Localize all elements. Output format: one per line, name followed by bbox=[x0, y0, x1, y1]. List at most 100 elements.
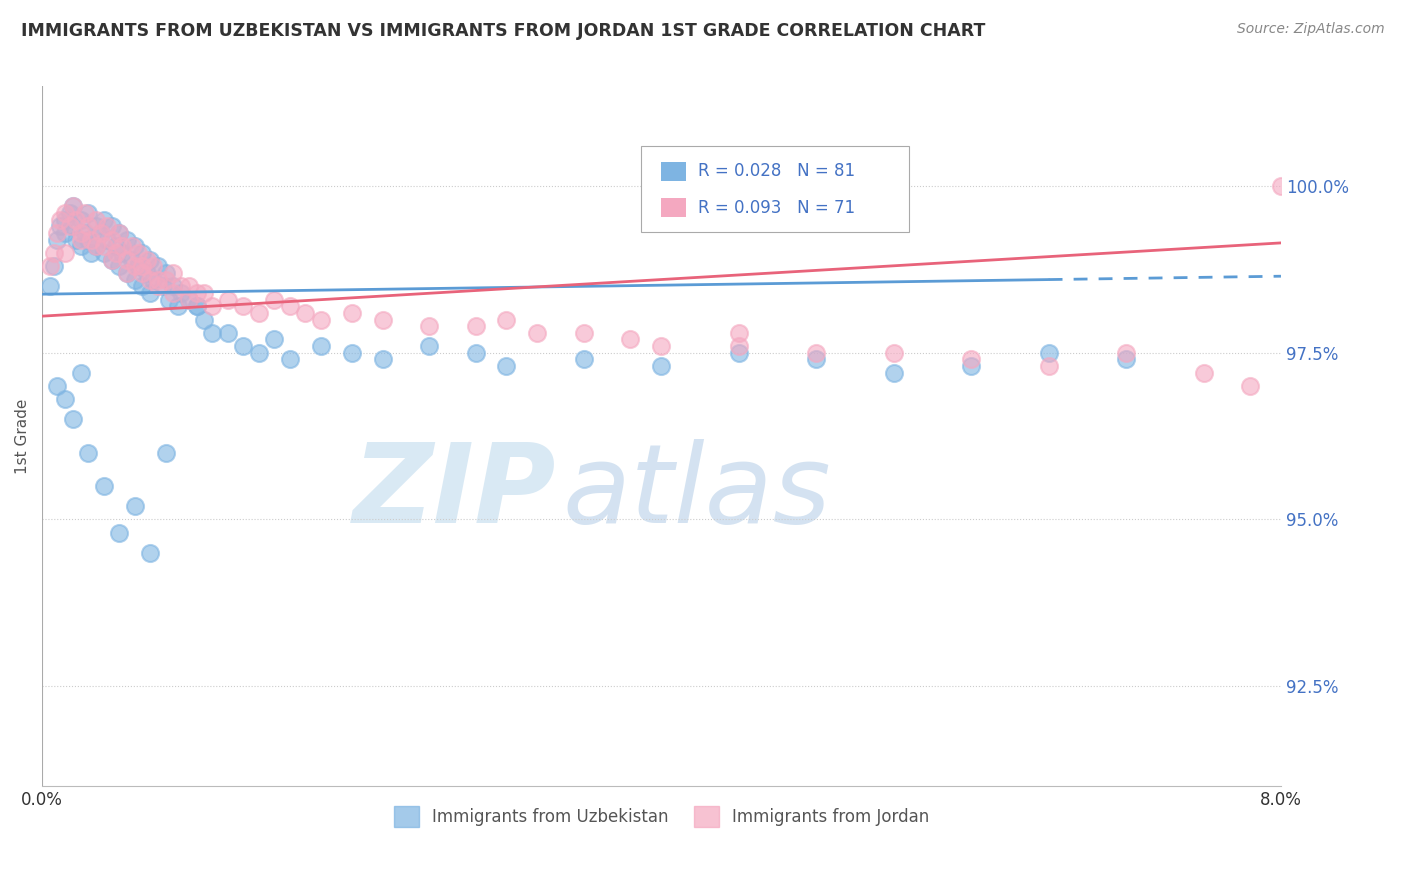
Point bbox=[139, 546, 162, 560]
Point bbox=[340, 346, 363, 360]
Point bbox=[124, 239, 146, 253]
Point bbox=[371, 352, 394, 367]
Point bbox=[727, 339, 749, 353]
Y-axis label: 1st Grade: 1st Grade bbox=[15, 399, 30, 474]
Point bbox=[93, 212, 115, 227]
Point bbox=[131, 246, 153, 260]
Point bbox=[139, 285, 162, 300]
Point bbox=[572, 326, 595, 340]
Point bbox=[131, 279, 153, 293]
Point bbox=[186, 299, 208, 313]
Point bbox=[111, 246, 134, 260]
Point bbox=[650, 339, 672, 353]
Point bbox=[162, 266, 184, 280]
Point bbox=[217, 293, 239, 307]
Point bbox=[131, 266, 153, 280]
Point bbox=[38, 259, 60, 273]
Point bbox=[1115, 352, 1137, 367]
Point bbox=[69, 226, 91, 240]
Point bbox=[44, 259, 66, 273]
Point bbox=[572, 352, 595, 367]
Point bbox=[1038, 359, 1060, 373]
Text: R = 0.028   N = 81: R = 0.028 N = 81 bbox=[697, 162, 855, 180]
Point bbox=[69, 239, 91, 253]
Point bbox=[1038, 346, 1060, 360]
Point bbox=[93, 239, 115, 253]
Point bbox=[84, 212, 107, 227]
Point bbox=[96, 219, 118, 234]
Point bbox=[75, 206, 97, 220]
Point bbox=[232, 299, 254, 313]
Point bbox=[53, 226, 76, 240]
Point bbox=[111, 239, 134, 253]
Point bbox=[100, 252, 122, 267]
Point bbox=[464, 319, 486, 334]
Point bbox=[115, 266, 138, 280]
Point bbox=[49, 212, 72, 227]
Point bbox=[90, 226, 112, 240]
Point bbox=[170, 285, 193, 300]
Point bbox=[108, 226, 131, 240]
Point bbox=[418, 339, 440, 353]
Point bbox=[960, 352, 983, 367]
Point bbox=[46, 233, 69, 247]
Point bbox=[53, 212, 76, 227]
Point bbox=[139, 272, 162, 286]
Point bbox=[464, 346, 486, 360]
Point bbox=[124, 259, 146, 273]
Point bbox=[883, 346, 905, 360]
Point bbox=[115, 266, 138, 280]
Point bbox=[526, 326, 548, 340]
Point bbox=[46, 226, 69, 240]
Point bbox=[115, 252, 138, 267]
Point bbox=[62, 199, 84, 213]
Point bbox=[59, 219, 82, 234]
Point bbox=[155, 266, 177, 280]
Point bbox=[136, 266, 159, 280]
Point bbox=[619, 333, 641, 347]
Point bbox=[278, 352, 301, 367]
Point bbox=[69, 233, 91, 247]
Point bbox=[139, 252, 162, 267]
Point bbox=[650, 359, 672, 373]
Point bbox=[77, 446, 100, 460]
Point bbox=[309, 312, 332, 326]
Point bbox=[115, 233, 138, 247]
Point bbox=[62, 219, 84, 234]
Point bbox=[495, 312, 517, 326]
Point bbox=[247, 346, 270, 360]
Point bbox=[62, 412, 84, 426]
Point bbox=[65, 233, 87, 247]
Point bbox=[806, 346, 828, 360]
Point bbox=[883, 366, 905, 380]
Point bbox=[77, 206, 100, 220]
Point bbox=[136, 252, 159, 267]
Point bbox=[93, 246, 115, 260]
Point bbox=[418, 319, 440, 334]
Point bbox=[155, 446, 177, 460]
Point bbox=[371, 312, 394, 326]
Point bbox=[124, 499, 146, 513]
Point bbox=[127, 259, 149, 273]
Point bbox=[108, 259, 131, 273]
Point bbox=[100, 233, 122, 247]
Point bbox=[193, 312, 215, 326]
Point bbox=[201, 299, 224, 313]
Point bbox=[75, 226, 97, 240]
Point bbox=[217, 326, 239, 340]
Point bbox=[84, 219, 107, 234]
Point bbox=[162, 279, 184, 293]
Point bbox=[727, 326, 749, 340]
Point bbox=[340, 306, 363, 320]
Text: Source: ZipAtlas.com: Source: ZipAtlas.com bbox=[1237, 22, 1385, 37]
Text: ZIP: ZIP bbox=[353, 439, 555, 546]
Point bbox=[232, 339, 254, 353]
Point bbox=[100, 219, 122, 234]
Point bbox=[80, 233, 103, 247]
Point bbox=[127, 246, 149, 260]
Point bbox=[62, 199, 84, 213]
Point bbox=[162, 285, 184, 300]
Point bbox=[278, 299, 301, 313]
Point bbox=[77, 219, 100, 234]
Point bbox=[69, 366, 91, 380]
